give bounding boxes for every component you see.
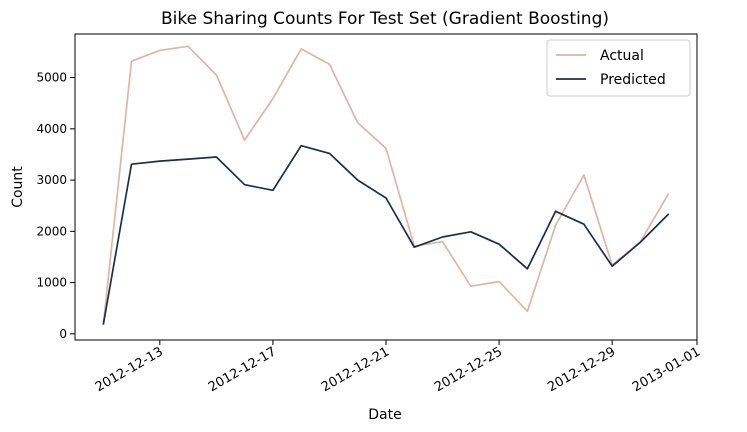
legend-label-actual: Actual [600,48,644,64]
y-tick-label: 1000 [36,276,67,290]
series-line-predicted [102,144,670,325]
y-tick-label: 3000 [36,173,67,187]
y-tick-label: 4000 [36,122,67,136]
y-axis-label: Count [10,166,26,208]
legend-label-predicted: Predicted [600,72,666,88]
x-tick-label: 2012-12-17 [206,344,279,395]
y-tick-label: 5000 [36,71,67,85]
x-axis: 2012-12-13 2012-12-17 2012-12-21 2012-12-25… [93,340,703,395]
series-line-actual [102,45,670,325]
x-tick-label: 2012-12-29 [545,344,618,395]
y-axis: 0 1000 2000 3000 4000 5000 [36,71,75,341]
x-tick-label: 2012-12-25 [432,344,505,395]
chart-title: Bike Sharing Counts For Test Set (Gradie… [161,9,609,29]
y-tick-label: 0 [59,327,67,341]
legend-box [546,39,691,97]
series-layer [102,45,670,325]
x-axis-label: Date [368,407,401,423]
x-tick-label: 2012-12-13 [93,344,166,395]
x-tick-label: 2013-01-01 [630,344,703,395]
x-tick-label: 2012-12-21 [319,344,392,395]
y-tick-label: 2000 [36,224,67,238]
legend: Actual Predicted [546,39,691,97]
